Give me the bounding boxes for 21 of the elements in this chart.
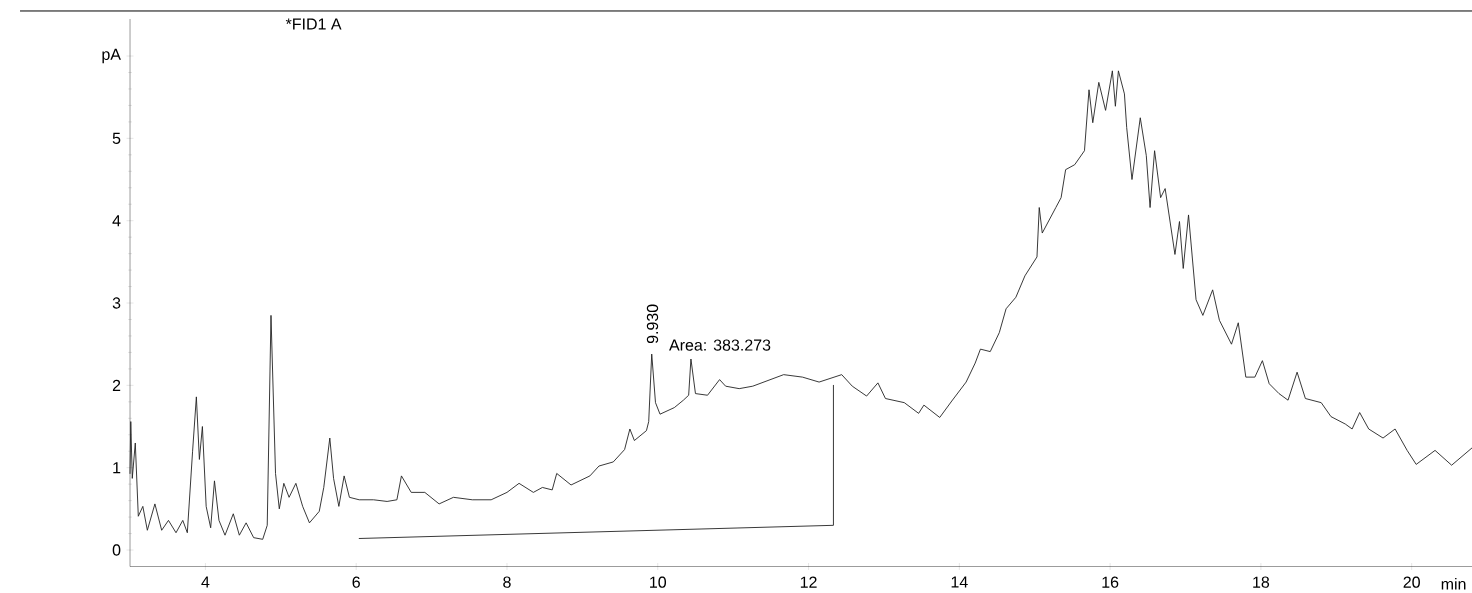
chart-title: *FID1 A [285,18,342,30]
y-tick-label: 3 [112,297,121,309]
x-tick-label: 6 [352,576,360,588]
y-tick-label: 2 [112,379,121,391]
x-tick-label: 14 [951,576,968,588]
x-tick-label: 4 [201,576,210,588]
x-tick-label: 12 [800,576,817,588]
x-axis-title: min [1441,578,1466,590]
y-tick-label: 0 [112,544,121,556]
y-tick-label: 5 [112,132,121,144]
y-tick-label: pA [102,48,121,64]
x-tick-label: 20 [1403,576,1420,588]
y-tick-label: 4 [112,215,121,227]
x-tick-label: 10 [650,576,667,588]
x-tick-label: 18 [1253,576,1270,588]
y-tick-label: 1 [113,462,121,474]
x-tick-label: 8 [503,576,511,588]
line-series [129,70,1472,540]
annotation: 9.930 [646,304,659,344]
annotation: Area: 383.273 [669,339,771,351]
x-tick-label: 16 [1102,576,1119,588]
